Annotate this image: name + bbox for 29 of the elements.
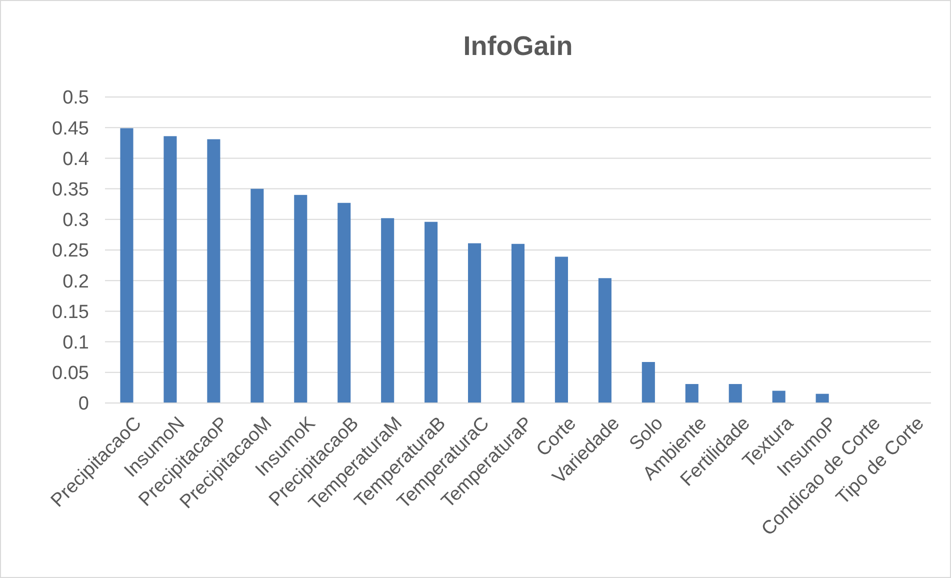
chart-title: InfoGain — [463, 31, 573, 61]
y-tick-label: 0.45 — [52, 118, 89, 140]
bar — [338, 202, 351, 403]
bar — [598, 278, 612, 403]
y-tick-label: 0.05 — [52, 363, 89, 384]
bar — [728, 384, 742, 403]
bar — [554, 256, 568, 403]
y-tick-label: 0.2 — [62, 271, 89, 292]
bar — [816, 394, 829, 403]
y-tick-label: 0.35 — [52, 179, 89, 200]
bar — [772, 390, 786, 403]
y-tick-label: 0.25 — [52, 240, 89, 262]
y-tick-label: 0.15 — [52, 302, 89, 323]
bar — [685, 384, 698, 403]
y-tick-label: 0 — [78, 394, 89, 415]
bar — [511, 244, 525, 403]
y-tick-label: 0.1 — [62, 332, 89, 354]
bar — [642, 362, 655, 403]
y-tick-label: 0.4 — [62, 148, 90, 170]
bar — [250, 188, 264, 403]
bar — [381, 218, 394, 403]
bar — [164, 136, 177, 403]
y-tick-label: 0.3 — [62, 210, 89, 232]
bar — [207, 139, 220, 403]
bar — [294, 194, 308, 403]
y-tick-label: 0.5 — [62, 88, 89, 109]
bar — [468, 243, 482, 403]
bar — [424, 222, 438, 403]
bar — [120, 128, 134, 403]
